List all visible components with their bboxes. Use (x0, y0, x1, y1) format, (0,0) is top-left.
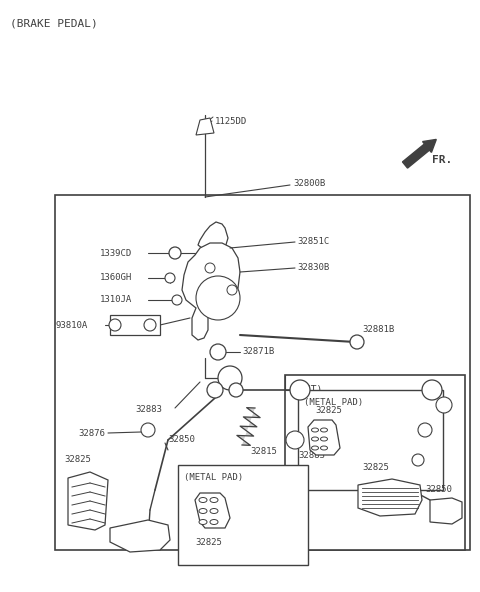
Text: 32815: 32815 (250, 448, 277, 456)
Text: 32800B: 32800B (293, 179, 325, 188)
Bar (178, 465, 308, 565)
Ellipse shape (199, 509, 207, 513)
Ellipse shape (210, 497, 218, 503)
Circle shape (210, 344, 226, 360)
Text: 32825: 32825 (362, 463, 389, 472)
Circle shape (172, 295, 182, 305)
Polygon shape (358, 479, 422, 516)
Text: 32830B: 32830B (297, 262, 329, 272)
Ellipse shape (321, 428, 327, 432)
Circle shape (165, 273, 175, 283)
Text: 32851C: 32851C (297, 236, 329, 246)
Circle shape (422, 380, 442, 400)
FancyArrow shape (402, 139, 436, 168)
Bar (285, 375, 465, 550)
Polygon shape (308, 420, 340, 455)
Circle shape (196, 276, 240, 320)
Polygon shape (237, 408, 260, 445)
Ellipse shape (199, 497, 207, 503)
Circle shape (205, 263, 215, 273)
Circle shape (229, 383, 243, 397)
Text: 32850: 32850 (168, 436, 195, 445)
Bar (298, 390, 443, 490)
Ellipse shape (210, 509, 218, 513)
Bar (55, 195, 470, 550)
Text: 32883: 32883 (135, 406, 162, 414)
Bar (110, 315, 160, 335)
Circle shape (144, 319, 156, 331)
Text: 32825: 32825 (195, 538, 222, 547)
Circle shape (169, 247, 181, 259)
Circle shape (290, 380, 310, 400)
Text: 93810A: 93810A (55, 320, 87, 330)
Ellipse shape (210, 520, 218, 525)
Text: 32825: 32825 (315, 406, 342, 415)
Circle shape (412, 454, 424, 466)
Ellipse shape (312, 428, 319, 432)
Polygon shape (110, 520, 170, 552)
Text: (METAL PAD): (METAL PAD) (184, 473, 243, 482)
Circle shape (141, 423, 155, 437)
Text: 32881B: 32881B (362, 326, 394, 334)
Ellipse shape (321, 446, 327, 450)
Polygon shape (68, 472, 108, 530)
Circle shape (418, 423, 432, 437)
Ellipse shape (199, 520, 207, 525)
Circle shape (227, 285, 237, 295)
Ellipse shape (312, 446, 319, 450)
Circle shape (350, 335, 364, 349)
Polygon shape (198, 222, 228, 252)
Text: (A/T): (A/T) (293, 385, 323, 395)
Circle shape (109, 319, 121, 331)
Ellipse shape (321, 437, 327, 441)
Circle shape (207, 382, 223, 398)
Circle shape (286, 431, 304, 449)
Circle shape (436, 397, 452, 413)
Polygon shape (195, 493, 230, 528)
Text: (BRAKE PEDAL): (BRAKE PEDAL) (10, 18, 98, 28)
Text: 32876: 32876 (78, 429, 105, 437)
Text: 32850: 32850 (425, 485, 452, 494)
Polygon shape (196, 118, 214, 135)
Text: (METAL PAD): (METAL PAD) (304, 398, 363, 407)
Text: 32883: 32883 (298, 452, 325, 461)
Text: 1125DD: 1125DD (215, 117, 247, 127)
Polygon shape (430, 498, 462, 524)
Text: 1339CD: 1339CD (100, 249, 132, 258)
Polygon shape (182, 243, 240, 340)
Text: 1310JA: 1310JA (100, 295, 132, 304)
Ellipse shape (312, 437, 319, 441)
Circle shape (218, 366, 242, 390)
Text: 32825: 32825 (64, 455, 91, 465)
Text: 1360GH: 1360GH (100, 274, 132, 282)
Text: FR.: FR. (432, 155, 452, 165)
Text: 32871B: 32871B (242, 348, 274, 356)
